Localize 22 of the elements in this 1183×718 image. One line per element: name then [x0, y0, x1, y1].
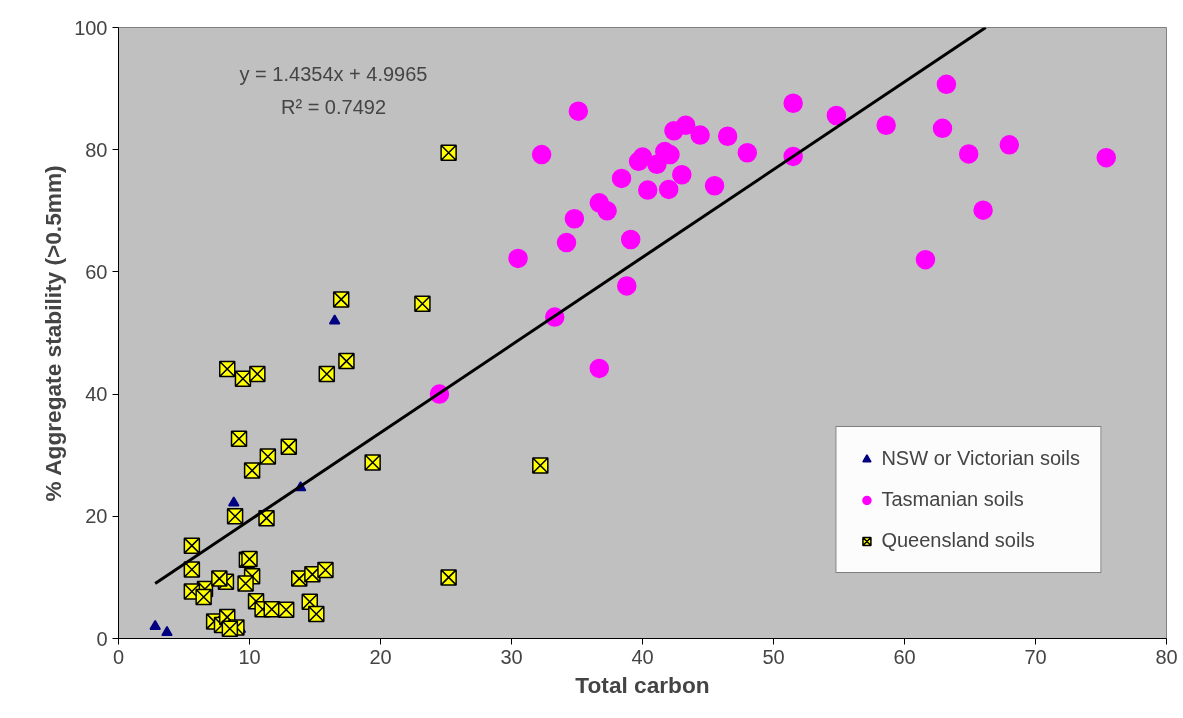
- legend-label: Queensland soils: [881, 529, 1035, 552]
- x-tick-label: 50: [762, 645, 785, 668]
- legend-label: NSW or Victorian soils: [881, 447, 1080, 470]
- x-tick-label: 40: [631, 645, 654, 668]
- x-tick-label: 0: [112, 645, 125, 668]
- x-axis-title: Total carbon: [575, 671, 710, 698]
- x-tick-label: 30: [500, 645, 523, 668]
- legend-label: Tasmanian soils: [881, 488, 1024, 511]
- x-tick-label: 80: [1155, 645, 1178, 668]
- y-tick-label: 40: [85, 383, 108, 406]
- y-tick-label: 60: [85, 260, 108, 283]
- y-tick-label: 20: [85, 505, 108, 528]
- y-tick-label: 80: [85, 138, 108, 161]
- x-tick-label: 60: [893, 645, 916, 668]
- annotation: y = 1.4354x + 4.9965: [239, 62, 428, 85]
- x-tick-label: 10: [238, 645, 261, 668]
- y-axis-title: % Aggregate stability (>0.5mm): [40, 165, 67, 502]
- y-tick-label: 0: [96, 627, 108, 650]
- x-tick-label: 70: [1024, 645, 1047, 668]
- x-tick-label: 20: [369, 645, 392, 668]
- annotation: R² = 0.7492: [280, 95, 387, 118]
- y-tick-label: 100: [74, 16, 108, 39]
